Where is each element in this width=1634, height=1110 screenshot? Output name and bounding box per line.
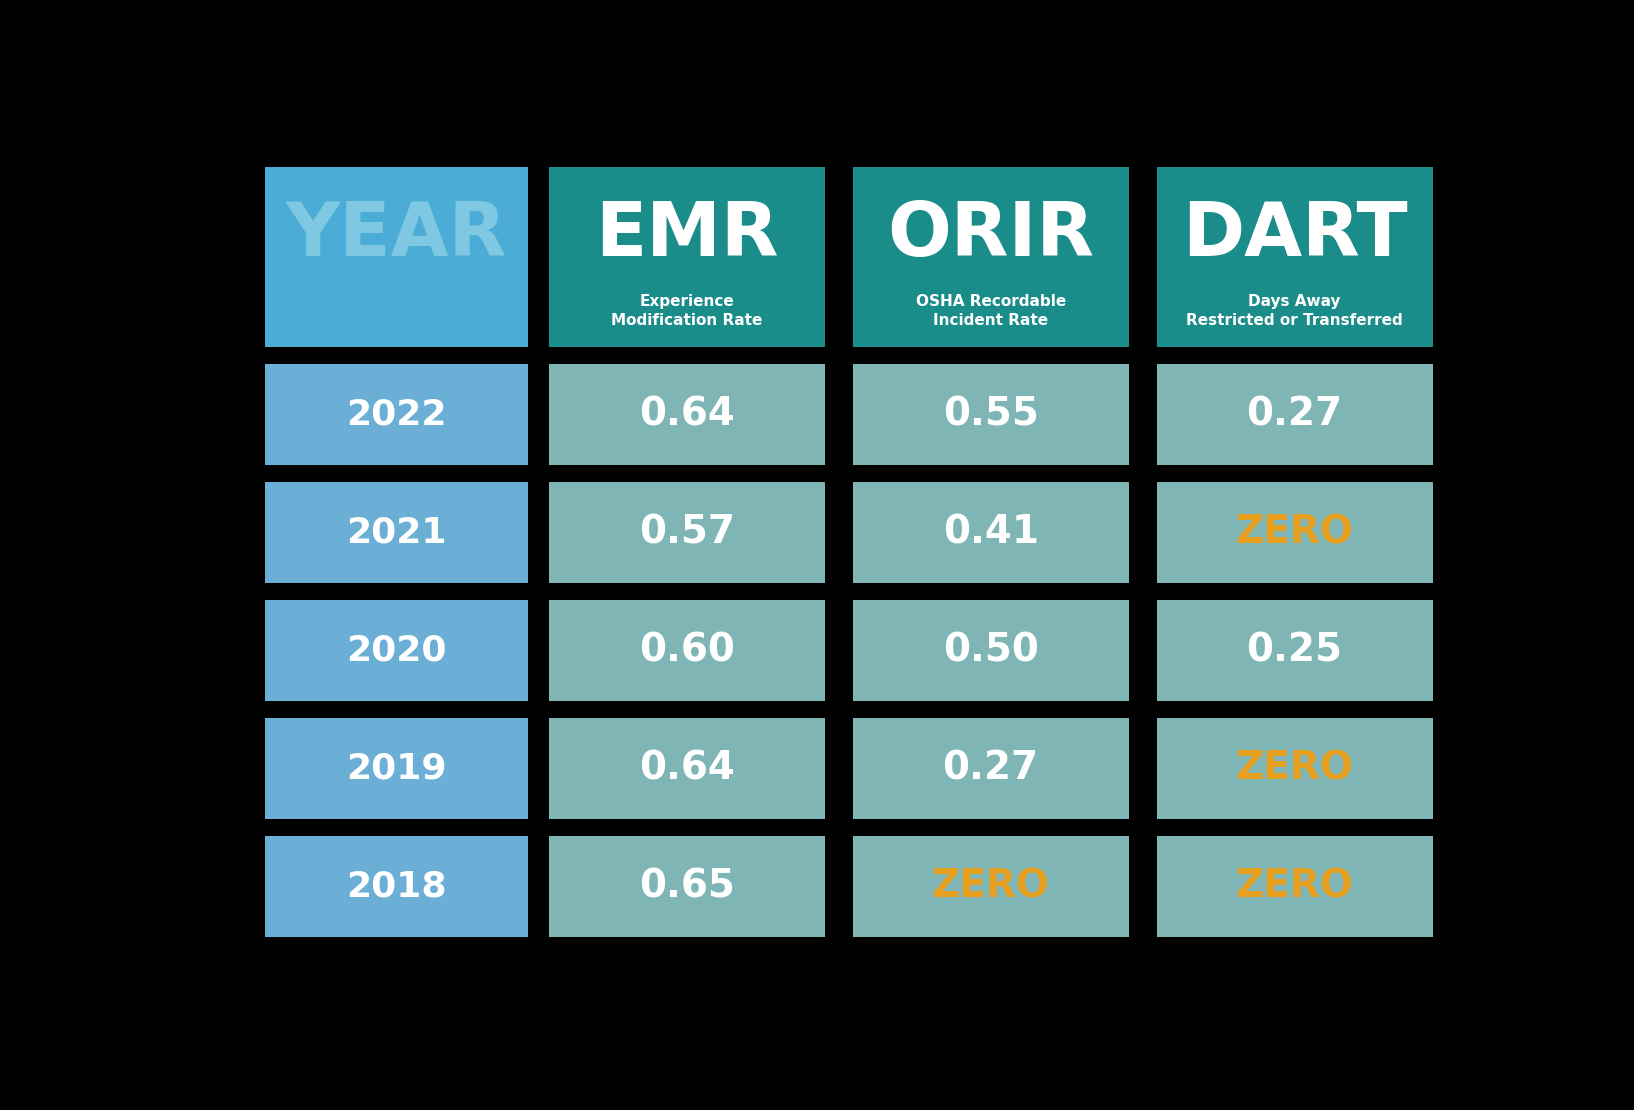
Text: ORIR: ORIR xyxy=(887,199,1095,272)
FancyBboxPatch shape xyxy=(1157,836,1433,937)
Text: 0.65: 0.65 xyxy=(639,867,735,905)
FancyBboxPatch shape xyxy=(549,168,825,346)
Text: 2018: 2018 xyxy=(346,869,448,904)
FancyBboxPatch shape xyxy=(853,364,1129,465)
FancyBboxPatch shape xyxy=(1157,718,1433,819)
FancyBboxPatch shape xyxy=(1157,482,1433,583)
Text: 0.27: 0.27 xyxy=(943,749,1039,787)
FancyBboxPatch shape xyxy=(853,599,1129,700)
FancyBboxPatch shape xyxy=(1157,599,1433,700)
Text: 0.57: 0.57 xyxy=(639,513,735,552)
Text: 0.25: 0.25 xyxy=(1247,632,1343,669)
Text: Experience
Modification Rate: Experience Modification Rate xyxy=(611,294,763,327)
FancyBboxPatch shape xyxy=(265,599,528,700)
FancyBboxPatch shape xyxy=(1157,364,1433,465)
Text: DART: DART xyxy=(1181,199,1407,272)
FancyBboxPatch shape xyxy=(853,836,1129,937)
FancyBboxPatch shape xyxy=(549,364,825,465)
Text: 0.64: 0.64 xyxy=(639,749,735,787)
Text: ZERO: ZERO xyxy=(1235,749,1353,787)
FancyBboxPatch shape xyxy=(853,482,1129,583)
FancyBboxPatch shape xyxy=(549,599,825,700)
Text: YEAR: YEAR xyxy=(286,199,508,272)
Text: 0.50: 0.50 xyxy=(943,632,1039,669)
Text: 0.27: 0.27 xyxy=(1247,395,1343,433)
FancyBboxPatch shape xyxy=(549,836,825,937)
Text: ZERO: ZERO xyxy=(1235,867,1353,905)
Text: 2021: 2021 xyxy=(346,515,448,549)
Text: 0.64: 0.64 xyxy=(639,395,735,433)
Text: 2019: 2019 xyxy=(346,751,448,785)
Text: OSHA Recordable
Incident Rate: OSHA Recordable Incident Rate xyxy=(915,294,1065,327)
FancyBboxPatch shape xyxy=(853,718,1129,819)
FancyBboxPatch shape xyxy=(549,718,825,819)
Text: 0.55: 0.55 xyxy=(943,395,1039,433)
Text: 0.60: 0.60 xyxy=(639,632,735,669)
Text: EMR: EMR xyxy=(595,199,778,272)
FancyBboxPatch shape xyxy=(265,836,528,937)
FancyBboxPatch shape xyxy=(265,718,528,819)
FancyBboxPatch shape xyxy=(265,168,528,346)
FancyBboxPatch shape xyxy=(265,364,528,465)
FancyBboxPatch shape xyxy=(1157,168,1433,346)
Text: Days Away
Restricted or Transferred: Days Away Restricted or Transferred xyxy=(1186,294,1404,327)
FancyBboxPatch shape xyxy=(549,482,825,583)
Text: ZERO: ZERO xyxy=(1235,513,1353,552)
Text: 2022: 2022 xyxy=(346,397,448,432)
FancyBboxPatch shape xyxy=(853,168,1129,346)
Text: ZERO: ZERO xyxy=(931,867,1049,905)
Text: 0.41: 0.41 xyxy=(943,513,1039,552)
FancyBboxPatch shape xyxy=(265,482,528,583)
Text: 2020: 2020 xyxy=(346,634,448,667)
